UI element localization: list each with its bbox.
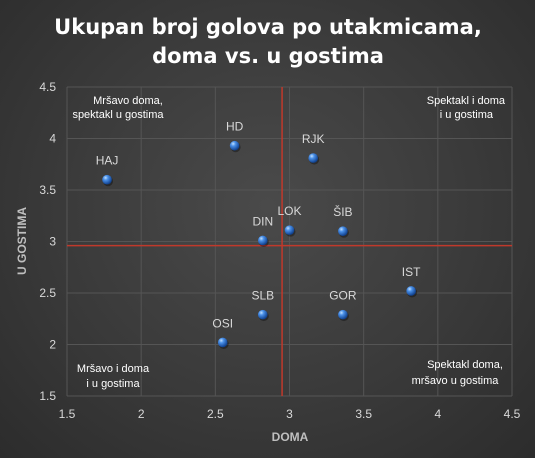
y-tick-label: 3.5: [39, 183, 56, 197]
data-label: GOR: [329, 289, 357, 303]
data-point: [338, 309, 348, 320]
y-tick-label: 3: [49, 235, 56, 249]
data-label: HD: [226, 120, 244, 134]
x-tick-label: 4.5: [504, 407, 521, 421]
data-point: [102, 174, 112, 185]
data-point: [406, 286, 416, 296]
chart-title-line-2: doma vs. u gostima: [152, 44, 384, 68]
quadrant-label-bottom-right-2: mršavo u gostima: [412, 375, 500, 387]
x-tick-label: 4: [434, 407, 441, 421]
x-tick-label: 3.5: [355, 407, 372, 421]
reference-lines: [67, 87, 512, 396]
x-axis-title: DOMA: [272, 430, 309, 444]
chart-title-line-1: Ukupan broj golova po utakmicama,: [54, 15, 482, 39]
data-label: HAJ: [96, 154, 119, 168]
y-tick-label: 2.5: [39, 286, 56, 300]
data-label: DIN: [252, 214, 273, 228]
x-tick-label: 1.5: [59, 407, 76, 421]
y-tick-label: 1.5: [39, 389, 56, 403]
data-point: [229, 140, 240, 151]
data-label: IST: [402, 265, 421, 279]
x-tick-label: 2.5: [207, 407, 224, 421]
data-label: RJK: [302, 132, 325, 146]
gridlines: [66, 86, 513, 397]
y-tick-label: 2: [49, 338, 56, 352]
data-points: [102, 140, 418, 349]
quadrant-label-top-right-1: Spektakl i doma: [427, 95, 506, 107]
x-tick-label: 2: [138, 407, 145, 421]
x-axis-ticks: 1.5 2 2.5 3 3.5 4 4.5: [59, 407, 521, 421]
data-point: [308, 153, 319, 163]
data-label: OSI: [212, 316, 233, 330]
quadrant-label-top-left-2: spektakl u gostima: [72, 109, 164, 121]
data-point: [258, 235, 268, 246]
data-point: [284, 225, 295, 235]
y-tick-label: 4.5: [39, 80, 56, 94]
data-label: LOK: [277, 204, 301, 218]
data-point: [338, 226, 348, 236]
quadrant-label-bottom-left-2: i u gostima: [86, 378, 140, 390]
quadrant-label-bottom-right-1: Spektakl doma,: [427, 359, 503, 371]
data-label: SLB: [251, 289, 274, 303]
y-tick-label: 4: [49, 132, 56, 146]
x-tick-label: 3: [286, 407, 293, 421]
quadrant-label-bottom-left-1: Mršavo i doma: [77, 363, 150, 375]
data-point: [217, 337, 228, 348]
y-axis-title: U GOSTIMA: [15, 207, 29, 275]
quadrant-label-top-right-2: i u gostima: [440, 109, 494, 121]
quadrant-label-top-left-1: Mršavo doma,: [93, 95, 163, 107]
point-labels: HD RJK HAJ DIN LOK ŠIB IST SLB GOR OSI: [96, 120, 421, 331]
data-point: [258, 309, 268, 320]
y-axis-ticks: 1.5 2 2.5 3 3.5 4 4.5: [39, 80, 56, 403]
data-label: ŠIB: [333, 204, 352, 219]
